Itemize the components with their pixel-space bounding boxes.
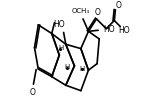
Text: H: H	[58, 45, 63, 51]
Text: H: H	[65, 64, 70, 70]
Text: HO: HO	[103, 25, 115, 34]
Text: HO: HO	[118, 26, 130, 35]
Text: O: O	[115, 1, 121, 10]
Text: O: O	[95, 8, 100, 17]
Text: H: H	[80, 66, 85, 72]
Text: OCH₃: OCH₃	[71, 8, 89, 14]
Text: HO: HO	[53, 20, 65, 29]
Text: O: O	[29, 88, 35, 97]
